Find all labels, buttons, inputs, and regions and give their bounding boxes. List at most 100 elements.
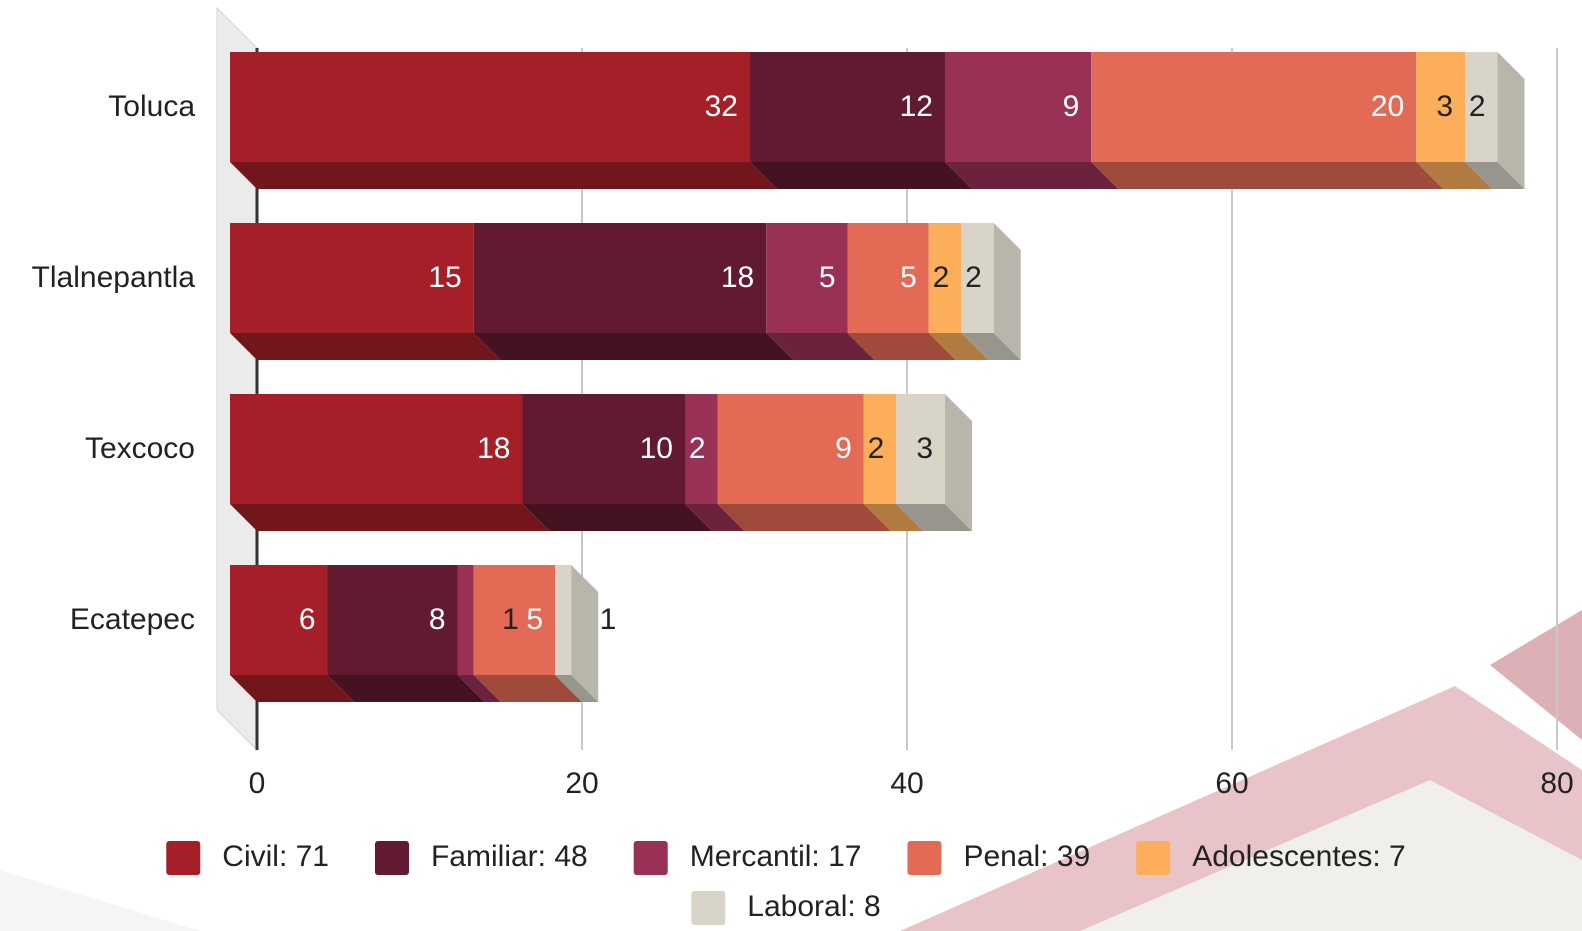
bar-bottom-face: [230, 504, 550, 531]
bar-bottom-face: [1465, 162, 1525, 189]
legend-label: Familiar: 48: [431, 840, 588, 873]
data-label: 32: [705, 90, 738, 123]
legend-item: Adolescentes: 7: [1136, 840, 1406, 875]
legend-swatch: [907, 841, 942, 875]
bar: [1091, 52, 1417, 162]
x-tick-label: 20: [565, 767, 598, 800]
legend-item: Civil: 71: [166, 840, 329, 875]
decor-shape: [0, 870, 200, 931]
data-label: 5: [900, 261, 917, 294]
bar-bottom-face: [473, 333, 794, 360]
bar: [1416, 52, 1465, 162]
data-label: 2: [965, 261, 982, 294]
legend-swatch: [1136, 841, 1171, 875]
legend-swatch: [166, 841, 201, 875]
legend-item: Penal: 39: [907, 840, 1090, 875]
data-label: 2: [1469, 90, 1486, 123]
decor-shape: [1490, 610, 1582, 740]
category-label: Toluca: [108, 90, 195, 123]
data-label: 2: [933, 261, 950, 294]
data-label: 3: [916, 432, 933, 465]
legend-swatch: [691, 891, 726, 925]
legend-item: Laboral: 8: [691, 890, 881, 925]
data-label: 10: [640, 432, 673, 465]
bar-bottom-face: [945, 162, 1119, 189]
data-label: 12: [900, 90, 933, 123]
bar-bottom-face: [327, 675, 485, 702]
bar: [230, 394, 523, 504]
legend-swatch: [633, 841, 668, 875]
bar-bottom-face: [863, 504, 924, 531]
bar: [928, 223, 962, 333]
bar: [945, 52, 1092, 162]
legend-label: Civil: 71: [222, 840, 329, 873]
bar: [766, 223, 848, 333]
legend-label: Penal: 39: [963, 840, 1090, 873]
bar-bottom-face: [928, 333, 989, 360]
bar: [230, 565, 328, 675]
data-label: 8: [429, 603, 446, 636]
data-label: 9: [1063, 90, 1080, 123]
bar-end-face: [571, 565, 599, 702]
bar-bottom-face: [685, 504, 745, 531]
legend-label: Laboral: 8: [747, 890, 880, 923]
bar-bottom-face: [896, 504, 972, 531]
data-label: 1: [502, 603, 519, 636]
bar: [473, 223, 767, 333]
bar-bottom-face: [766, 333, 875, 360]
bar: [717, 394, 864, 504]
legend-item: Familiar: 48: [374, 840, 588, 875]
bar-bottom-face: [717, 504, 891, 531]
data-label: 20: [1371, 90, 1404, 123]
legend-label: Adolescentes: 7: [1192, 840, 1405, 873]
bar-bottom-face: [750, 162, 972, 189]
data-label: 18: [477, 432, 510, 465]
bar: [847, 223, 929, 333]
bar: [230, 52, 750, 162]
legend-item: Mercantil: 17: [633, 840, 862, 875]
bar: [473, 565, 555, 675]
data-label: 2: [868, 432, 885, 465]
data-label: 6: [299, 603, 316, 636]
bar: [522, 394, 685, 504]
bar-bottom-face: [1091, 162, 1444, 189]
bar-bottom-face: [961, 333, 1021, 360]
bar-bottom-face: [473, 675, 582, 702]
legend: Civil: 71 Familiar: 48 Mercantil: 17 Penal:…: [166, 840, 1406, 925]
bar-end-face: [945, 394, 972, 531]
x-tick-label: 40: [890, 767, 923, 800]
bar-bottom-face: [230, 333, 501, 360]
data-label: 2: [689, 432, 706, 465]
bar: [555, 565, 572, 675]
bar: [896, 394, 945, 504]
category-label: Texcoco: [85, 432, 195, 465]
data-label: 15: [428, 261, 461, 294]
bar-bottom-face: [230, 162, 777, 189]
bar-bottom-face: [555, 675, 599, 702]
bar: [327, 565, 458, 675]
bar-bottom-face: [847, 333, 956, 360]
bar: [750, 52, 945, 162]
x-tick-label: 60: [1215, 767, 1248, 800]
bar: [961, 223, 994, 333]
bar-bottom-face: [457, 675, 501, 702]
data-label: 5: [819, 261, 836, 294]
data-label: 1: [600, 603, 617, 636]
bar: [685, 394, 718, 504]
bar-bottom-face: [1416, 162, 1492, 189]
legend-label: Mercantil: 17: [690, 840, 862, 873]
data-label: 5: [526, 603, 543, 636]
bar: [457, 565, 474, 675]
legend-swatch: [374, 841, 409, 875]
x-tick-label: 80: [1540, 767, 1573, 800]
bar: [230, 223, 474, 333]
data-label: 9: [835, 432, 852, 465]
bar-end-face: [1497, 52, 1525, 189]
background-decoration: [0, 610, 1582, 931]
decor-shape: [1080, 780, 1582, 931]
bar-bottom-face: [522, 504, 712, 531]
category-label: Ecatepec: [70, 603, 195, 636]
